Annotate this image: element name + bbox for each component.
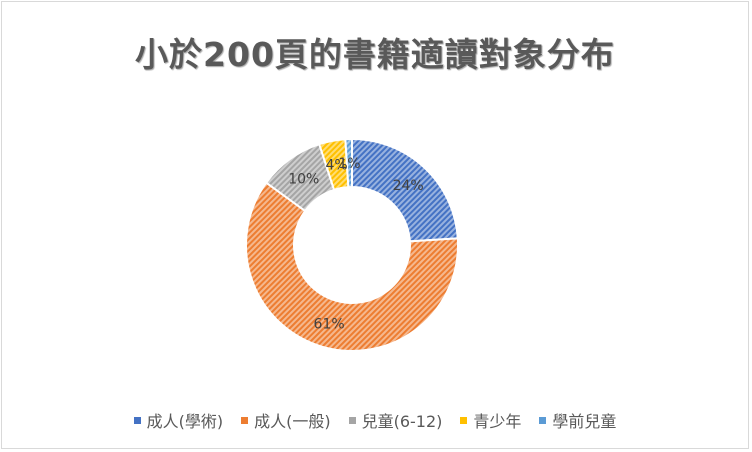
- legend-item: 成人(學術): [133, 408, 224, 432]
- donut-slice: [344, 137, 353, 189]
- legend-swatch: [348, 416, 356, 424]
- chart-title: 小於200頁的書籍適讀對象分布: [135, 35, 615, 74]
- chart-legend: 成人(學術) 成人(一般) 兒童(6-12) 青少年 學前兒童: [0, 408, 750, 432]
- data-label: 1%: [338, 156, 360, 172]
- donut-slice: [351, 137, 459, 243]
- data-label: 4%: [326, 157, 348, 173]
- legend-label: 學前兒童: [552, 412, 617, 431]
- legend-label: 成人(學術): [146, 412, 224, 431]
- donut-slice: [245, 181, 459, 352]
- legend-item: 兒童(6-12): [348, 408, 443, 432]
- legend-item: 成人(一般): [241, 408, 331, 432]
- data-label: 24%: [393, 178, 424, 194]
- legend-swatch: [241, 416, 249, 424]
- legend-label: 青少年: [473, 412, 522, 431]
- legend-label: 成人(一般): [254, 412, 331, 431]
- legend-swatch: [460, 416, 468, 424]
- legend-item: 學前兒童: [539, 408, 616, 432]
- legend-label: 兒童(6-12): [361, 412, 443, 431]
- data-label: 10%: [288, 172, 319, 188]
- legend-item: 青少年: [460, 408, 521, 432]
- legend-swatch: [133, 416, 141, 424]
- legend-swatch: [539, 416, 547, 424]
- data-label: 61%: [314, 317, 345, 333]
